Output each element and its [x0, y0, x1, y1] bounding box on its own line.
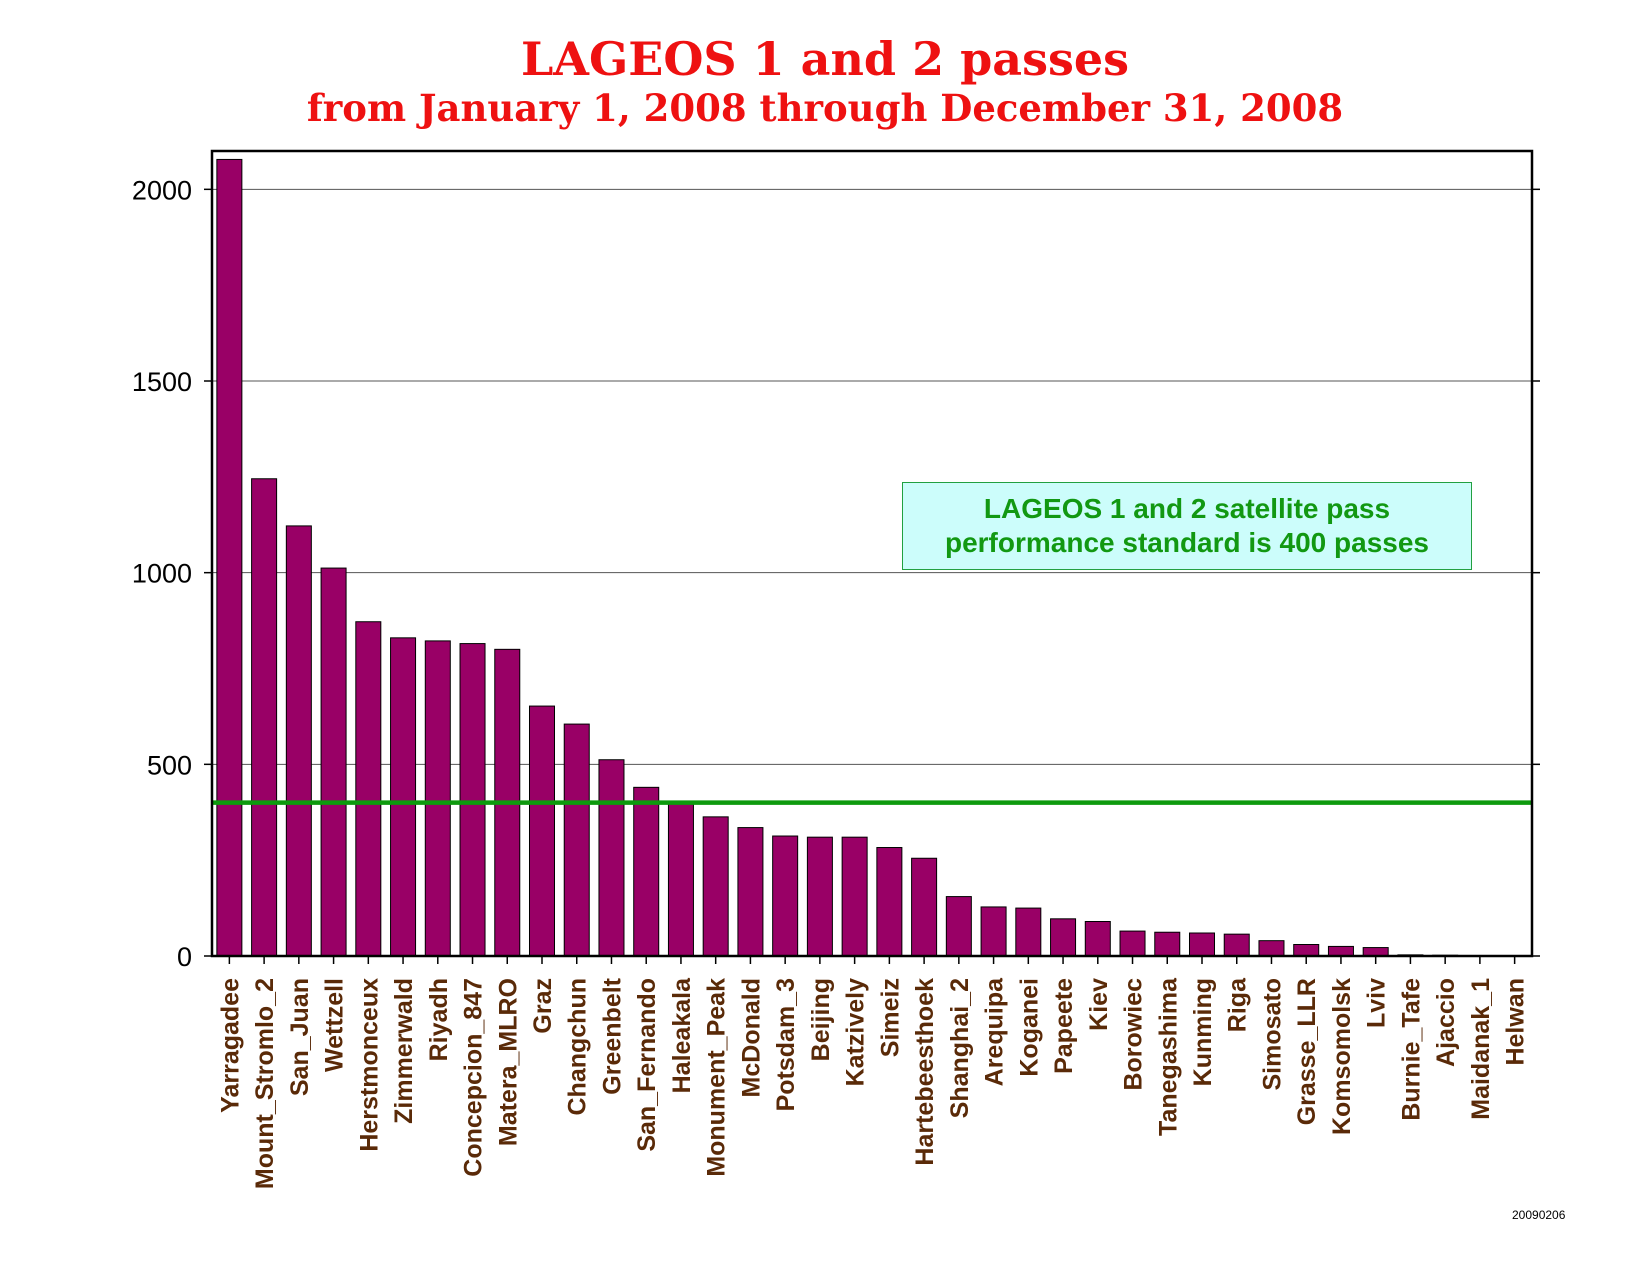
bar	[251, 478, 278, 957]
date-stamp: 20090206	[1512, 1208, 1566, 1222]
bar	[876, 847, 903, 957]
x-category-label: Hartebeesthoek	[911, 978, 939, 1166]
bar	[528, 705, 556, 957]
bar	[667, 802, 694, 957]
y-tick-label: 1500	[132, 367, 192, 397]
bar	[911, 857, 938, 957]
x-category-label: Tanegashima	[1154, 977, 1182, 1136]
bar	[216, 158, 243, 957]
x-category-label: Borowiec	[1120, 978, 1148, 1091]
bar	[633, 786, 660, 957]
x-category-label: Lviv	[1363, 978, 1391, 1028]
x-category-label: Haleakala	[668, 977, 696, 1093]
x-category-label: Zimmerwald	[390, 978, 418, 1124]
note-line-1: LAGEOS 1 and 2 satellite pass	[983, 493, 1391, 524]
x-category-label: Papeete	[1050, 978, 1078, 1074]
x-category-label: Komsomolsk	[1328, 978, 1356, 1135]
bar	[563, 723, 590, 957]
bar	[390, 637, 417, 957]
bar	[285, 525, 312, 957]
bar	[1015, 907, 1042, 957]
bar	[806, 836, 833, 957]
x-category-label: San_Juan	[286, 978, 314, 1096]
y-tick-label: 0	[177, 942, 192, 972]
x-category-label: Greenbelt	[598, 977, 626, 1094]
x-category-label: Simeiz	[876, 978, 904, 1057]
x-category-label: Herstmonceux	[355, 978, 383, 1152]
y-tick-label: 2000	[132, 175, 192, 205]
chart-title: LAGEOS 1 and 2 passes	[520, 32, 1130, 86]
bar	[1188, 932, 1216, 957]
x-category-label: Burnie_Tafe	[1397, 978, 1425, 1121]
bar	[1362, 947, 1389, 957]
bar	[980, 906, 1007, 957]
bar	[737, 827, 764, 957]
bar	[1223, 933, 1250, 957]
x-category-label: Concepcion_847	[460, 978, 488, 1177]
bar	[1154, 931, 1181, 957]
bar	[424, 640, 451, 957]
chart-subtitle: from January 1, 2008 through December 31…	[306, 86, 1344, 130]
bar	[1258, 940, 1285, 957]
bar	[1050, 918, 1077, 957]
y-tick-label: 1000	[132, 559, 192, 589]
x-category-label: Maidanak_1	[1467, 978, 1495, 1120]
x-category-label: Grasse_LLR	[1293, 978, 1321, 1125]
x-category-label: Koganei	[1015, 978, 1043, 1077]
x-category-label: Potsdam_3	[772, 978, 800, 1111]
bar	[320, 567, 347, 957]
plot-frame	[210, 149, 1534, 958]
x-category-label: McDonald	[737, 978, 765, 1097]
x-category-label: Simosato	[1258, 978, 1286, 1091]
x-category-label: Graz	[529, 978, 557, 1034]
x-category-label: Changchun	[564, 978, 592, 1116]
bar	[1084, 921, 1111, 957]
bar	[355, 621, 382, 957]
bar	[459, 643, 486, 957]
bar	[945, 896, 972, 957]
y-tick-label: 500	[147, 750, 192, 780]
bar	[702, 816, 729, 957]
bar	[772, 835, 799, 957]
bar	[841, 836, 868, 957]
x-category-label: Riyadh	[425, 978, 453, 1061]
x-category-label: Helwan	[1502, 978, 1530, 1066]
bar	[1293, 944, 1320, 957]
x-category-label: Wettzell	[321, 978, 349, 1072]
x-category-label: Shanghai_2	[946, 978, 974, 1118]
x-category-label: San_Fernando	[633, 978, 661, 1152]
x-category-label: Riga	[1224, 977, 1252, 1032]
x-category-label: Yarragadee	[216, 978, 244, 1113]
bar	[1327, 945, 1354, 957]
x-category-label: Kunming	[1189, 978, 1217, 1086]
x-category-label: Monument_Peak	[703, 978, 731, 1177]
x-category-label: Katzively	[842, 978, 870, 1086]
bar	[598, 759, 625, 957]
x-category-label: Arequipa	[981, 977, 1009, 1086]
performance-standard-note: LAGEOS 1 and 2 satellite pass performanc…	[902, 482, 1472, 570]
x-category-label: Mount_Stromlo_2	[251, 978, 279, 1189]
bar	[1119, 930, 1146, 957]
x-category-label: Ajaccio	[1432, 978, 1460, 1067]
x-category-label: Kiev	[1085, 978, 1113, 1031]
x-category-label: Matera_MLRO	[494, 978, 522, 1146]
note-line-2: performance standard is 400 passes	[944, 527, 1429, 558]
x-category-label: Beijing	[807, 978, 835, 1061]
